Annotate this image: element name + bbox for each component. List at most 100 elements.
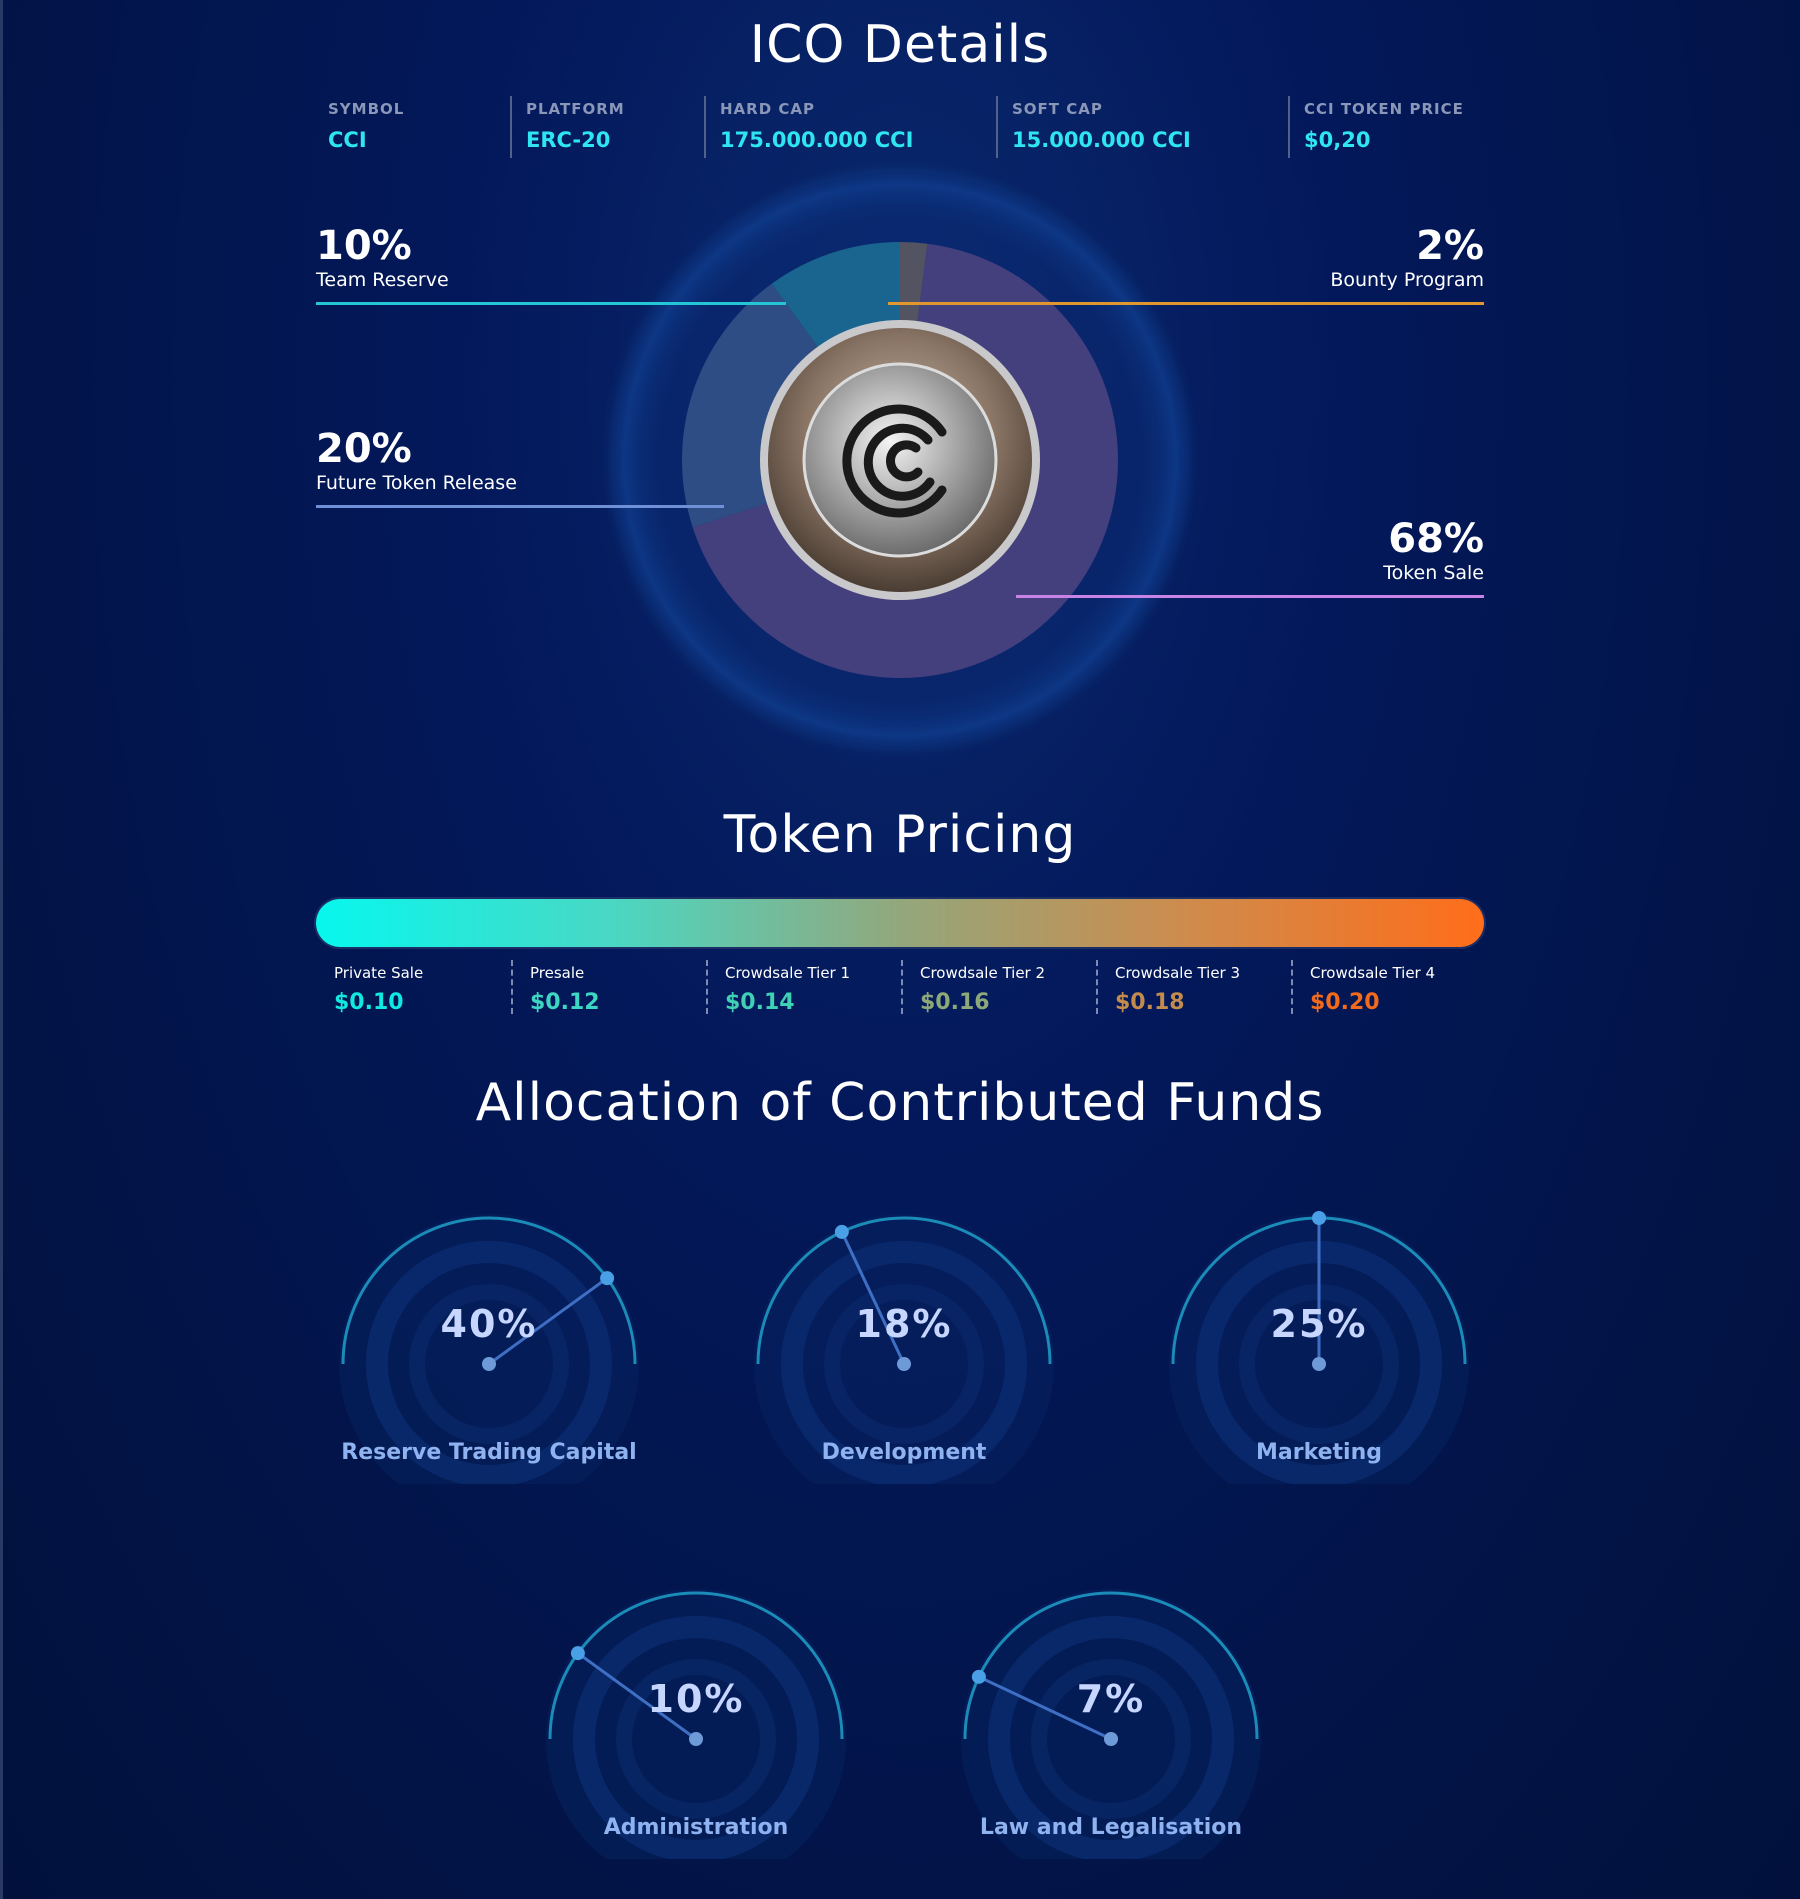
gauge-reserve-trading-capital: 40% Reserve Trading Capital [309,1184,669,1484]
gauge-needle-tip [971,1669,986,1684]
label-team-reserve: 10% Team Reserve [316,224,449,292]
gauge-law-and-legalisation: 7% Law and Legalisation [931,1559,1291,1859]
gauge-percent: 18% [855,1302,953,1346]
tier-crowdsale-4: Crowdsale Tier 4 $0.20 [1292,960,1487,1020]
gauge-label: Law and Legalisation [979,1815,1243,1840]
gauge-marketing: 25% Marketing [1139,1184,1499,1484]
stat-label: HARD CAP [720,100,815,118]
bounty-program-percent: 2% [1416,223,1484,269]
tier-price: $0.16 [920,990,990,1015]
team-reserve-name: Team Reserve [316,269,449,291]
tier-name: Crowdsale Tier 3 [1115,964,1241,982]
stat-label: PLATFORM [526,100,625,118]
stat-symbol: SYMBOL CCI [328,96,404,160]
gauge-core-ring [824,1284,984,1444]
tier-crowdsale-3: Crowdsale Tier 3 $0.18 [1097,960,1292,1020]
gauge-arc [548,1591,844,1740]
allocation-title: Allocation of Contributed Funds [475,1073,1325,1133]
future-token-release-name: Future Token Release [316,472,517,494]
label-token-sale: 68% Token Sale [1383,517,1484,585]
bounty-program-line [888,302,1484,305]
gauge-percent: 10% [647,1677,745,1721]
gauge-percent: 40% [440,1302,538,1346]
gauge-pivot [897,1357,911,1371]
tier-private-sale: Private Sale $0.10 [316,960,511,1020]
stat-value: ERC-20 [526,128,611,152]
gauge-label: Marketing [1255,1440,1383,1465]
stat-label: SYMBOL [328,100,405,118]
tier-price: $0.14 [725,990,795,1015]
gauge-pivot [482,1357,496,1371]
gauge-dial [1169,1211,1469,1484]
tier-divider [706,960,708,1014]
gauge-needle [978,1675,1112,1741]
token-pricing-title: Token Pricing [723,805,1077,865]
gauge-percent: 7% [1076,1677,1146,1721]
token-sale-name: Token Sale [1383,562,1484,584]
tier-name: Crowdsale Tier 1 [725,964,851,982]
pricing-tiers: Private Sale $0.10 Presale $0.12 Crowdsa… [316,960,1486,1020]
coin-logo-icon [842,404,947,518]
pricing-gradient-bar [316,899,1484,947]
stat-value: 15.000.000 CCI [1012,128,1191,152]
gauge-percent: 25% [1270,1302,1368,1346]
tier-presale: Presale $0.12 [512,960,707,1020]
future-token-release-line [316,505,724,508]
tier-name: Private Sale [334,964,424,982]
gauge-dial [339,1214,639,1484]
gauge-label: Development [821,1440,987,1465]
tier-divider [1096,960,1098,1014]
gauge-needle-tip [570,1646,585,1661]
bounty-program-name: Bounty Program [1330,269,1484,291]
stat-divider [996,96,998,158]
token-distribution-chart [600,160,1200,760]
gauge-arc [756,1216,1052,1365]
gauge-dial [961,1589,1261,1859]
tier-price: $0.18 [1115,990,1185,1015]
gauge-needle [488,1276,608,1366]
gauge-pivot [1312,1357,1326,1371]
gauge-core-ring [1031,1659,1191,1819]
stat-value: 175.000.000 CCI [720,128,914,152]
tier-name: Crowdsale Tier 4 [1310,964,1436,982]
tier-divider [511,960,513,1014]
team-reserve-percent: 10% [316,223,412,269]
gauge-pivot [689,1732,703,1746]
team-reserve-line [316,302,786,305]
stat-divider [1288,96,1290,158]
ico-details-title: ICO Details [749,15,1051,75]
gauge-administration: 10% Administration [516,1559,876,1859]
token-sale-percent: 68% [1388,516,1484,562]
label-future-token-release: 20% Future Token Release [316,427,517,495]
gauge-needle-tip [834,1224,849,1239]
gauge-needle-tip [600,1271,615,1286]
tier-name: Presale [530,964,585,982]
tier-crowdsale-2: Crowdsale Tier 2 $0.16 [902,960,1097,1020]
gauge-dial [546,1589,846,1859]
gauge-inner-ring [366,1241,612,1484]
future-token-release-percent: 20% [316,426,412,472]
gauge-development: 18% Development [724,1184,1084,1484]
tier-name: Crowdsale Tier 2 [920,964,1046,982]
tier-divider [901,960,903,1014]
gauge-core-ring [616,1659,776,1819]
gauge-needle-tip [1312,1211,1326,1225]
stat-hard-cap: HARD CAP 175.000.000 CCI [720,96,913,160]
gauge-needle [840,1231,906,1365]
tier-divider [1291,960,1293,1014]
gauge-inner-ring [781,1241,1027,1484]
gauge-dial [754,1214,1054,1484]
coin-face [802,362,998,558]
tier-price: $0.10 [334,990,404,1015]
gauge-core-ring [409,1284,569,1444]
stat-platform: PLATFORM ERC-20 [526,96,625,160]
gauge-pivot [1104,1732,1118,1746]
tier-price: $0.12 [530,990,600,1015]
stat-label: SOFT CAP [1012,100,1103,118]
stat-divider [704,96,706,158]
ico-stats: SYMBOL CCI PLATFORM ERC-20 HARD CAP 175.… [316,96,1486,160]
stat-value: $0,20 [1304,128,1371,152]
gauge-label: Reserve Trading Capital [341,1440,637,1465]
gauge-inner-ring [988,1616,1234,1859]
gauge-label: Administration [603,1815,789,1840]
